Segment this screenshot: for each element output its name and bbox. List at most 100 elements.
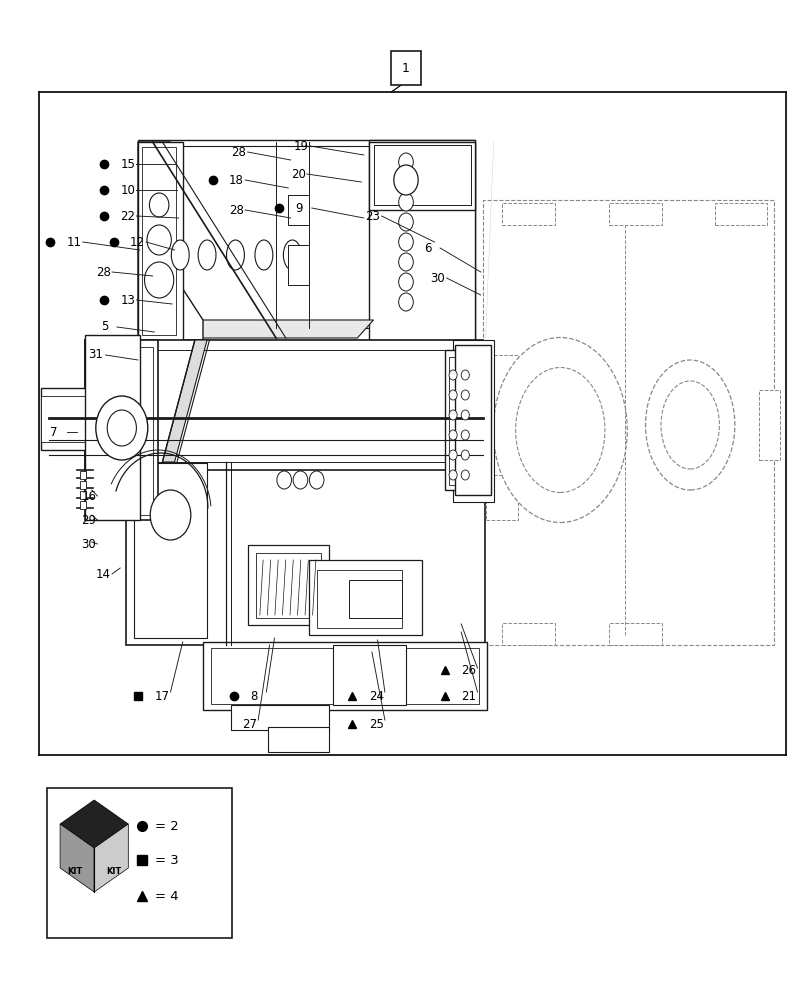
Bar	[85, 340, 158, 520]
Bar	[714, 203, 766, 225]
Text: KIT: KIT	[67, 867, 82, 876]
Text: 19: 19	[294, 139, 308, 152]
Bar	[454, 345, 491, 495]
Text: 14: 14	[96, 568, 110, 580]
Text: 26: 26	[461, 664, 475, 676]
Polygon shape	[150, 320, 373, 338]
Bar	[268, 727, 328, 752]
Bar	[79, 491, 86, 499]
Text: = 3: = 3	[155, 854, 178, 866]
Text: 10: 10	[120, 184, 135, 196]
Bar	[316, 570, 401, 628]
Circle shape	[461, 470, 469, 480]
Bar	[288, 195, 308, 225]
Ellipse shape	[515, 367, 604, 492]
Circle shape	[461, 430, 469, 440]
Circle shape	[398, 293, 413, 311]
Bar	[79, 471, 86, 479]
Circle shape	[461, 390, 469, 400]
Bar	[308, 560, 422, 635]
Bar	[501, 623, 554, 645]
Bar	[93, 350, 474, 462]
Text: 11: 11	[67, 235, 81, 248]
Bar	[89, 347, 152, 515]
Bar	[485, 475, 517, 520]
Bar	[373, 145, 470, 205]
Circle shape	[398, 253, 413, 271]
Text: 21: 21	[461, 690, 475, 702]
Circle shape	[448, 410, 457, 420]
Text: 18: 18	[229, 174, 243, 186]
Ellipse shape	[492, 338, 626, 522]
Text: = 2: = 2	[155, 820, 178, 832]
Text: 9: 9	[295, 202, 303, 215]
Bar	[79, 501, 86, 509]
Text: 5: 5	[101, 320, 108, 334]
Text: 29: 29	[81, 514, 96, 526]
Bar	[485, 355, 517, 400]
Ellipse shape	[198, 240, 216, 270]
Text: 31: 31	[88, 349, 102, 361]
Text: 30: 30	[81, 538, 96, 550]
Circle shape	[448, 450, 457, 460]
Text: 24: 24	[368, 690, 383, 702]
Circle shape	[448, 470, 457, 480]
Bar	[142, 147, 176, 335]
Circle shape	[293, 471, 307, 489]
Bar	[247, 545, 328, 625]
Bar	[369, 142, 474, 210]
Text: 1: 1	[401, 62, 410, 75]
Text: 17: 17	[154, 690, 169, 702]
Circle shape	[398, 213, 413, 231]
Text: 8: 8	[250, 690, 257, 702]
Bar	[138, 142, 182, 340]
Bar	[85, 335, 140, 520]
Bar	[91, 394, 146, 462]
Text: 28: 28	[96, 265, 110, 278]
Bar	[203, 642, 487, 710]
Circle shape	[448, 390, 457, 400]
Text: 28: 28	[231, 145, 246, 158]
Bar	[126, 460, 484, 645]
Bar	[448, 357, 484, 485]
Polygon shape	[162, 340, 207, 462]
Text: 28: 28	[229, 204, 243, 217]
Text: 22: 22	[120, 210, 135, 223]
Text: 12: 12	[130, 235, 144, 248]
Circle shape	[144, 262, 174, 298]
Circle shape	[398, 273, 413, 291]
Text: KIT: KIT	[106, 867, 121, 876]
Ellipse shape	[283, 240, 301, 270]
Text: 16: 16	[81, 489, 96, 502]
Circle shape	[461, 450, 469, 460]
Circle shape	[393, 165, 418, 195]
Bar	[349, 580, 401, 618]
Bar	[138, 140, 474, 340]
Bar	[79, 481, 86, 489]
Text: 23: 23	[365, 210, 380, 223]
Bar	[211, 648, 478, 704]
Polygon shape	[94, 824, 128, 892]
Text: = 4: = 4	[155, 890, 178, 902]
Bar	[47, 788, 232, 938]
Circle shape	[309, 471, 324, 489]
Circle shape	[398, 233, 413, 251]
Ellipse shape	[226, 240, 244, 270]
Bar	[501, 203, 554, 225]
Bar	[758, 390, 779, 460]
Text: 6: 6	[423, 241, 431, 254]
Polygon shape	[60, 824, 94, 892]
Ellipse shape	[645, 360, 734, 490]
Bar	[134, 463, 207, 638]
Ellipse shape	[660, 381, 719, 469]
Bar	[453, 340, 493, 502]
Circle shape	[448, 430, 457, 440]
Circle shape	[147, 225, 171, 255]
Circle shape	[398, 193, 413, 211]
Circle shape	[398, 173, 413, 191]
Bar	[41, 388, 88, 450]
Text: 15: 15	[120, 157, 135, 170]
Circle shape	[277, 471, 291, 489]
Circle shape	[461, 410, 469, 420]
Circle shape	[96, 396, 148, 460]
